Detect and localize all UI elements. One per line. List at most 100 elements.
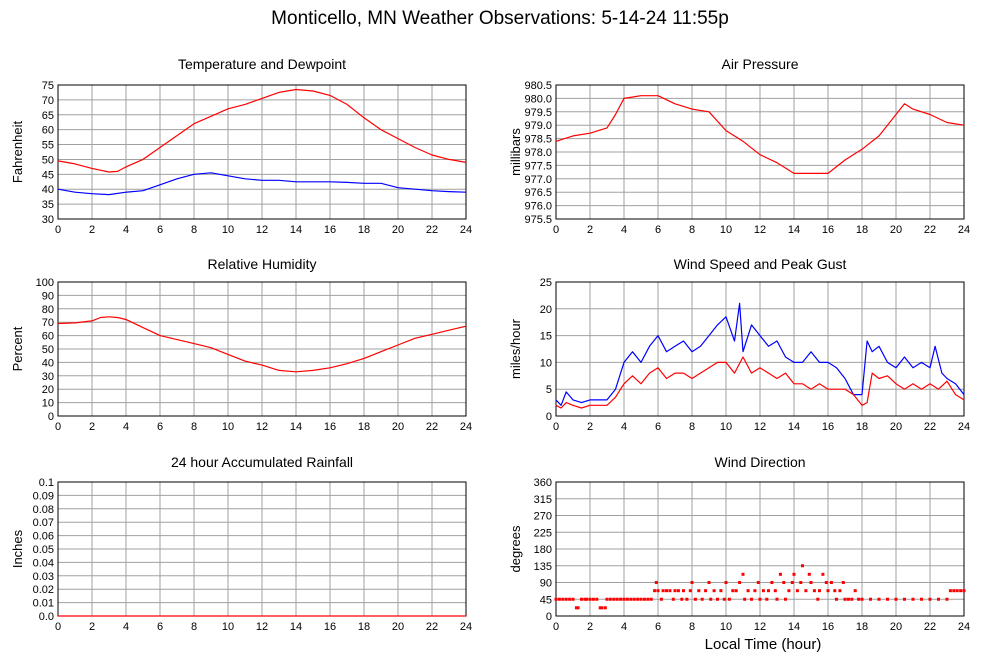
direction-point <box>574 606 578 610</box>
direction-point <box>948 589 952 593</box>
direction-point <box>704 589 708 593</box>
y-tick-label: 0.06 <box>33 531 54 543</box>
direction-point <box>585 597 589 601</box>
temp-frame <box>57 84 467 220</box>
x-tick-label: 16 <box>324 421 336 433</box>
pressure-title: Air Pressure <box>721 56 798 72</box>
x-tick-label: 22 <box>924 621 936 633</box>
pressure-frame <box>555 84 965 220</box>
y-tick-label: 0.01 <box>33 598 54 610</box>
y-tick-label: 270 <box>534 511 552 523</box>
x-tick-label: 10 <box>222 224 234 236</box>
x-tick-label: 16 <box>324 224 336 236</box>
x-tick-label: 16 <box>822 621 834 633</box>
rain-y-label: Inches <box>10 529 25 568</box>
humidity-panel: 0 2 4 6 8 10 12 14 16 18 20 22 240102030405060708090… <box>10 256 472 433</box>
x-tick-label: 6 <box>655 421 661 433</box>
direction-panel: 0 2 4 6 8 10 12 14 16 18 20 22 240459013518022527031… <box>508 454 970 633</box>
x-tick-label: 24 <box>958 421 970 433</box>
y-tick-label: 976.0 <box>524 201 552 213</box>
x-tick-label: 4 <box>123 224 129 236</box>
direction-point <box>911 597 915 601</box>
direction-point <box>787 589 791 593</box>
direction-point <box>554 597 558 601</box>
y-tick-label: 975.5 <box>524 214 552 226</box>
direction-point <box>608 597 612 601</box>
direction-point <box>656 589 660 593</box>
direction-point <box>952 589 956 593</box>
x-tick-label: 12 <box>754 421 766 433</box>
x-tick-label: 10 <box>720 224 732 236</box>
x-tick-label: 2 <box>587 621 593 633</box>
y-tick-label: 20 <box>540 304 552 316</box>
direction-point <box>557 597 561 601</box>
direction-point <box>824 581 828 584</box>
direction-point <box>750 597 753 601</box>
x-tick-label: 22 <box>426 224 438 236</box>
x-tick-label: 24 <box>958 224 970 236</box>
x-tick-label: 10 <box>222 621 234 633</box>
y-tick-label: 0.08 <box>33 504 54 516</box>
direction-point <box>700 597 704 601</box>
direction-point <box>576 606 580 610</box>
x-tick-label: 8 <box>191 421 197 433</box>
x-tick-label: 10 <box>720 621 732 633</box>
x-tick-label: 20 <box>392 421 404 433</box>
direction-point <box>697 589 701 593</box>
x-axis-label: Local Time (hour) <box>704 636 822 653</box>
pressure-y-label: millibars <box>508 128 523 176</box>
direction-point <box>962 589 966 593</box>
direction-point <box>724 581 728 584</box>
x-tick-label: 14 <box>290 621 302 633</box>
direction-point <box>605 597 609 601</box>
y-tick-label: 30 <box>42 214 54 226</box>
x-tick-label: 6 <box>157 224 163 236</box>
direction-point <box>860 597 864 601</box>
direction-point <box>746 589 750 593</box>
x-tick-label: 24 <box>460 621 472 633</box>
direction-point <box>801 564 804 568</box>
x-tick-label: 24 <box>460 224 472 236</box>
direction-point <box>945 597 949 601</box>
x-tick-label: 14 <box>788 224 800 236</box>
direction-point <box>659 597 663 601</box>
x-tick-label: 24 <box>460 421 472 433</box>
direction-point <box>622 597 626 601</box>
y-tick-label: 55 <box>42 140 54 152</box>
x-tick-label: 14 <box>788 421 800 433</box>
x-tick-label: 2 <box>89 621 95 633</box>
y-tick-label: 0.05 <box>33 544 54 556</box>
direction-point <box>722 597 726 601</box>
wind-title: Wind Speed and Peak Gust <box>674 256 847 272</box>
y-tick-label: 977.0 <box>524 174 552 186</box>
x-tick-label: 20 <box>392 224 404 236</box>
x-tick-label: 0 <box>55 621 61 633</box>
y-tick-label: 976.5 <box>524 187 552 199</box>
direction-point <box>649 597 653 601</box>
y-tick-label: 45 <box>42 169 54 181</box>
x-tick-label: 12 <box>256 224 268 236</box>
y-tick-label: 978.5 <box>524 134 552 146</box>
direction-point <box>642 597 646 601</box>
x-tick-label: 18 <box>358 421 370 433</box>
y-tick-label: 0.09 <box>33 490 54 502</box>
y-tick-label: 0.03 <box>33 571 54 583</box>
x-tick-label: 8 <box>191 224 197 236</box>
direction-point <box>741 572 745 576</box>
x-tick-label: 0 <box>553 224 559 236</box>
x-tick-label: 16 <box>822 224 834 236</box>
direction-point <box>804 589 808 593</box>
direction-point <box>959 589 963 593</box>
temp-y-label: Fahrenheit <box>10 121 25 184</box>
direction-point <box>833 589 837 593</box>
y-tick-label: 90 <box>540 578 552 590</box>
direction-point <box>928 597 932 601</box>
y-tick-label: 15 <box>540 331 552 343</box>
y-tick-label: 10 <box>42 398 54 410</box>
y-tick-label: 70 <box>42 317 54 329</box>
y-tick-label: 0.0 <box>39 611 54 623</box>
direction-point <box>665 589 668 593</box>
x-tick-label: 4 <box>621 621 627 633</box>
x-tick-label: 24 <box>958 621 970 633</box>
